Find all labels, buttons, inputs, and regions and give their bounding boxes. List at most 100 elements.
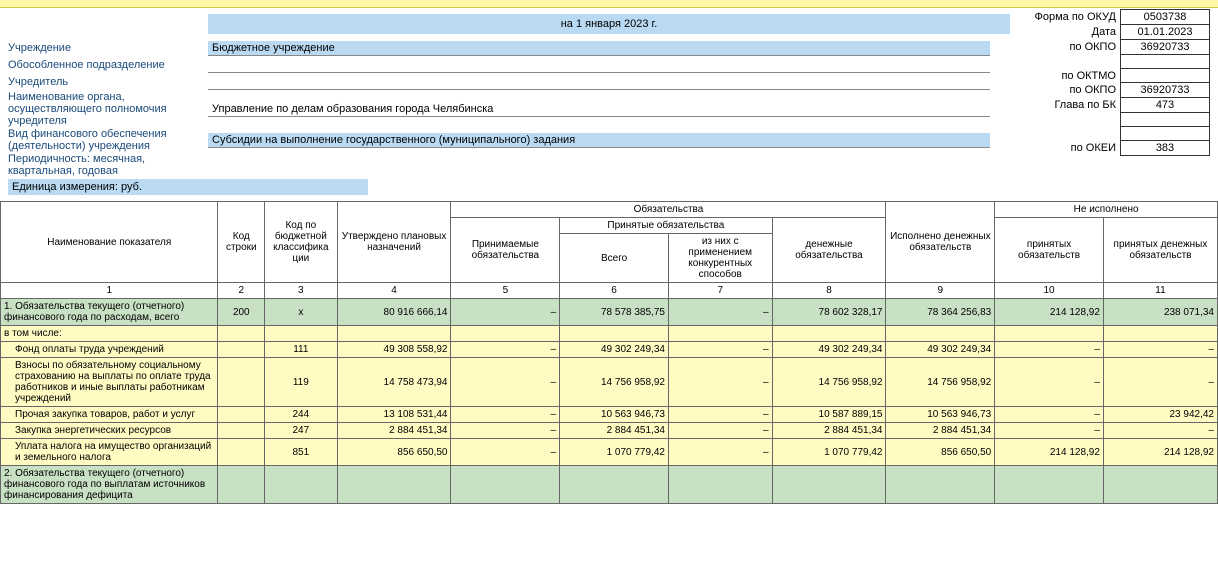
- code-label: по ОКПО: [1030, 40, 1120, 55]
- code-value: [1120, 126, 1210, 141]
- cell-value: 214 128,92: [995, 439, 1104, 466]
- table-body: 1. Обязательства текущего (отчетного) фи…: [1, 299, 1218, 504]
- cell-value: 238 071,34: [1103, 299, 1217, 326]
- indicator-name: Уплата налога на имущество организаций и…: [1, 439, 218, 466]
- cell-value: [668, 466, 772, 504]
- table-row: Фонд оплаты труда учреждений11149 308 55…: [1, 342, 1218, 358]
- meta-label: Учредитель: [8, 76, 208, 88]
- cell-value: –: [668, 299, 772, 326]
- cell-value: –: [451, 407, 560, 423]
- cell-value: [451, 326, 560, 342]
- col-header: принятых обязательств: [995, 218, 1104, 283]
- cell-value: [995, 326, 1104, 342]
- col-number: 2: [218, 283, 265, 299]
- cell-value: 13 108 531,44: [337, 407, 451, 423]
- codes-box: Форма по ОКУД0503738Дата01.01.2023по ОКП…: [1030, 10, 1210, 156]
- cell-kbk: [265, 466, 337, 504]
- col-group-header: Не исполнено: [995, 202, 1218, 218]
- table-row: Закупка энергетических ресурсов2472 884 …: [1, 423, 1218, 439]
- cell-value: 49 302 249,34: [886, 342, 995, 358]
- col-number: 11: [1103, 283, 1217, 299]
- col-header: Принимаемые обязательства: [451, 218, 560, 283]
- code-value: [1120, 112, 1210, 127]
- col-number: 5: [451, 283, 560, 299]
- indicator-name: Прочая закупка товаров, работ и услуг: [1, 407, 218, 423]
- unit-of-measure: Единица измерения: руб.: [8, 179, 368, 195]
- code-value: 383: [1120, 140, 1210, 156]
- code-label: Дата: [1030, 25, 1120, 40]
- col-number: 8: [772, 283, 886, 299]
- col-number: 7: [668, 283, 772, 299]
- col-group-header: Принятые обязательства: [560, 218, 772, 234]
- meta-label: Наименование органа, осуществляющего пол…: [8, 91, 208, 127]
- cell-value: –: [668, 358, 772, 407]
- cell-value: –: [995, 358, 1104, 407]
- cell-value: 1 070 779,42: [772, 439, 886, 466]
- table-row: Уплата налога на имущество организаций и…: [1, 439, 1218, 466]
- cell-value: –: [451, 358, 560, 407]
- cell-kbk: 247: [265, 423, 337, 439]
- cell-value: –: [995, 407, 1104, 423]
- code-label: по ОКЕИ: [1030, 141, 1120, 156]
- main-report-table: Наименование показателя Код строки Код п…: [0, 201, 1218, 504]
- indicator-name: Взносы по обязательному социальному стра…: [1, 358, 218, 407]
- code-value: 0503738: [1120, 9, 1210, 25]
- meta-row: Периодичность: месячная, квартальная, го…: [8, 153, 1210, 177]
- col-number: 1: [1, 283, 218, 299]
- col-number: 3: [265, 283, 337, 299]
- meta-label: Периодичность: месячная, квартальная, го…: [8, 153, 208, 177]
- col-header: Код по бюджетной классифика ции: [265, 202, 337, 283]
- code-label: Глава по БК: [1030, 98, 1120, 113]
- meta-value: Субсидии на выполнение государственного …: [208, 133, 990, 148]
- col-header: Утверждено плановых назначений: [337, 202, 451, 283]
- cell-value: –: [451, 423, 560, 439]
- cell-value: [995, 466, 1104, 504]
- code-value: 473: [1120, 97, 1210, 113]
- cell-value: –: [451, 342, 560, 358]
- cell-value: –: [668, 439, 772, 466]
- col-header: Всего: [560, 234, 669, 283]
- code-value: [1120, 54, 1210, 69]
- cell-code: [218, 358, 265, 407]
- col-number: 9: [886, 283, 995, 299]
- meta-value: [208, 75, 990, 90]
- code-label: Форма по ОКУД: [1030, 10, 1120, 25]
- cell-value: [337, 466, 451, 504]
- cell-value: [1103, 326, 1217, 342]
- cell-value: 78 578 385,75: [560, 299, 669, 326]
- code-value: [1120, 68, 1210, 83]
- cell-value: 2 884 451,34: [772, 423, 886, 439]
- cell-kbk: 111: [265, 342, 337, 358]
- col-group-header: Обязательства: [451, 202, 886, 218]
- indicator-name: Фонд оплаты труда учреждений: [1, 342, 218, 358]
- meta-label: Вид финансового обеспечения (деятельност…: [8, 128, 208, 152]
- cell-value: –: [668, 423, 772, 439]
- cell-value: 14 756 958,92: [560, 358, 669, 407]
- header-area: Форма по ОКУД0503738Дата01.01.2023по ОКП…: [0, 8, 1218, 177]
- cell-value: [772, 326, 886, 342]
- col-header: Наименование показателя: [1, 202, 218, 283]
- cell-kbk: х: [265, 299, 337, 326]
- cell-value: 78 364 256,83: [886, 299, 995, 326]
- cell-value: 2 884 451,34: [337, 423, 451, 439]
- cell-value: [451, 466, 560, 504]
- table-head: Наименование показателя Код строки Код п…: [1, 202, 1218, 299]
- code-value: 36920733: [1120, 39, 1210, 55]
- table-row: в том числе:: [1, 326, 1218, 342]
- meta-value: Бюджетное учреждение: [208, 41, 990, 56]
- col-number: 6: [560, 283, 669, 299]
- table-row: 2. Обязательства текущего (отчетного) фи…: [1, 466, 1218, 504]
- cell-value: 14 756 958,92: [886, 358, 995, 407]
- indicator-name: 2. Обязательства текущего (отчетного) фи…: [1, 466, 218, 504]
- cell-value: –: [995, 423, 1104, 439]
- cell-value: [668, 326, 772, 342]
- col-header: денежные обязательства: [772, 218, 886, 283]
- cell-value: –: [668, 342, 772, 358]
- cell-value: –: [1103, 358, 1217, 407]
- cell-kbk: 244: [265, 407, 337, 423]
- cell-value: 14 758 473,94: [337, 358, 451, 407]
- cell-code: [218, 423, 265, 439]
- cell-value: 10 587 889,15: [772, 407, 886, 423]
- code-label: по ОКПО: [1030, 83, 1120, 98]
- table-row: Взносы по обязательному социальному стра…: [1, 358, 1218, 407]
